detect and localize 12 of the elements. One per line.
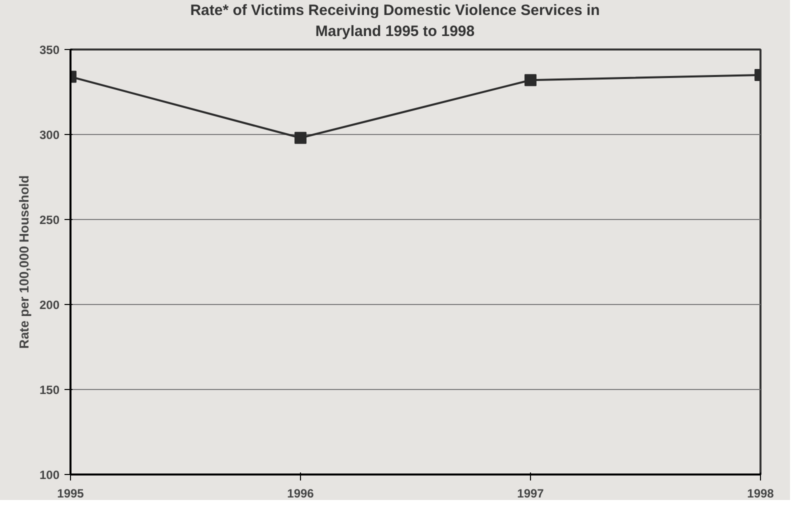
y-tick-label: 100 [39,468,60,482]
y-tick-label: 150 [39,383,60,397]
y-tick-label: 200 [39,298,60,312]
x-tick-label: 1996 [287,486,314,500]
x-tick-label: 1998 [747,486,774,500]
x-tick-label: 1997 [517,486,544,500]
y-tick-label: 350 [39,43,60,57]
y-tick-label: 250 [39,213,60,227]
x-tick-label: 1995 [57,486,84,500]
chart-title: Rate* of Victims Receiving Domestic Violence Services in Maryland 1995 to 1998 [190,1,600,42]
y-tick-label: 300 [39,128,60,142]
y-axis-title: Rate per 100,000 Household [16,175,32,349]
